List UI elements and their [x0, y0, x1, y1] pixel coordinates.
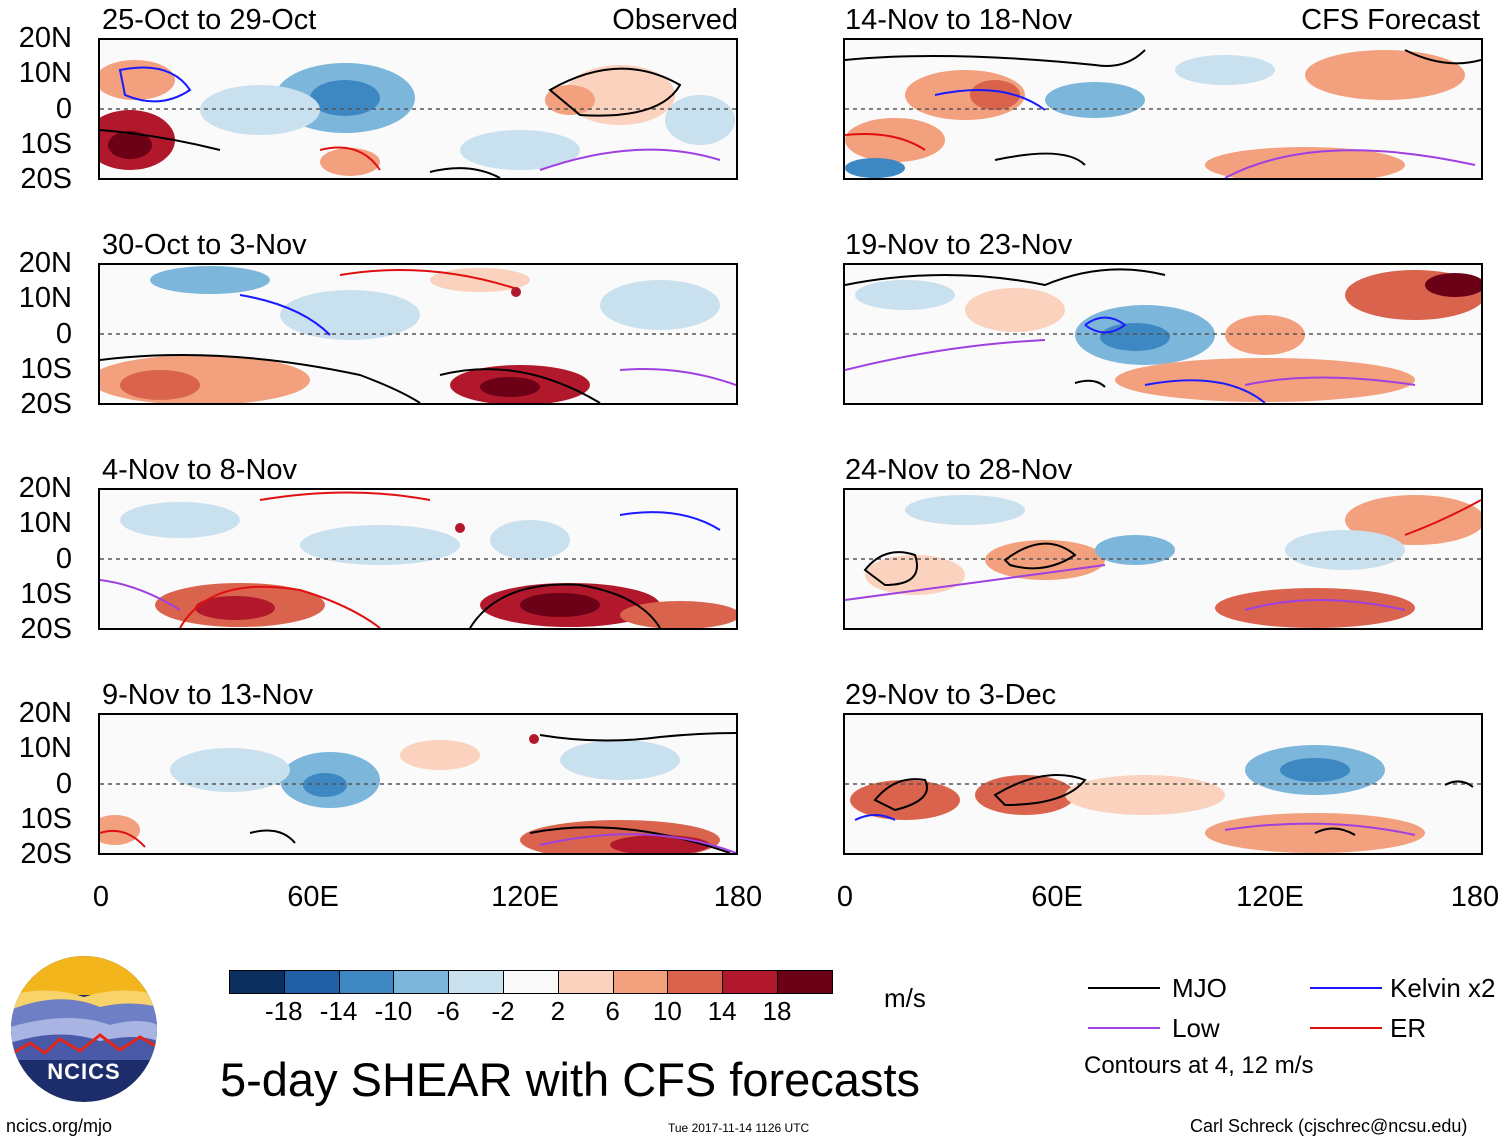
lat-tick: 20N: [18, 472, 72, 504]
lat-tick: 10S: [20, 578, 72, 610]
map-panel-observed-1: [98, 38, 738, 180]
colorbar-swatch: [503, 970, 559, 994]
map-panel-forecast-1: [843, 38, 1483, 180]
lat-tick: 20N: [18, 247, 72, 279]
lat-tick: 10N: [18, 507, 72, 539]
lat-tick: 20S: [20, 613, 72, 645]
lat-tick: 20S: [20, 163, 72, 195]
lon-tick: 60E: [287, 881, 339, 913]
lon-tick: 0: [92, 881, 110, 913]
colorbar-swatch: [667, 970, 724, 994]
footer-credit: Carl Schreck (cjschrec@ncsu.edu): [1190, 1116, 1468, 1136]
colorbar-swatch: [393, 970, 450, 994]
legend-note: Contours at 4, 12 m/s: [1084, 1052, 1314, 1079]
colorbar-swatch: [338, 970, 395, 994]
colorbar-label: -14: [319, 996, 358, 1026]
colorbar-label: 14: [707, 996, 737, 1026]
panel-title-right-2: 19-Nov to 23-Nov: [845, 229, 1073, 261]
footer-timestamp: Tue 2017-11-14 1126 UTC: [668, 1121, 810, 1135]
lat-tick: 0: [55, 318, 72, 350]
lat-tick: 10S: [20, 803, 72, 835]
colorbar-swatch: [777, 970, 833, 994]
lat-tick: 10N: [18, 282, 72, 314]
panel-title-left-4: 9-Nov to 13-Nov: [102, 679, 314, 711]
colorbar-label: -6: [436, 996, 460, 1026]
map-panel-forecast-2: [843, 263, 1483, 405]
lat-tick: 0: [55, 93, 72, 125]
lat-tick: 20N: [18, 697, 72, 729]
colorbar-label: -10: [374, 996, 413, 1026]
colorbar-swatch: [557, 970, 614, 994]
legend-label-kelvin: Kelvin x2: [1390, 973, 1496, 1003]
map-panel-observed-2: [98, 263, 738, 405]
colorbar-label: -2: [491, 996, 515, 1026]
panel-title-right-3: 24-Nov to 28-Nov: [845, 454, 1073, 486]
legend-line-mjo: [1088, 987, 1160, 989]
legend-label-low: Low: [1172, 1013, 1220, 1043]
footer-url[interactable]: ncics.org/mjo: [6, 1116, 113, 1136]
lat-tick: 0: [55, 768, 72, 800]
map-panel-forecast-4: [843, 713, 1483, 855]
figure-title: 5-day SHEAR with CFS forecasts: [220, 1053, 920, 1106]
panel-title-left-2: 30-Oct to 3-Nov: [102, 229, 307, 261]
lon-tick: 60E: [1031, 881, 1083, 913]
panel-title-right-1: 14-Nov to 18-Nov: [845, 4, 1073, 36]
colorbar-swatch: [229, 970, 285, 994]
panel-title-left-1: 25-Oct to 29-Oct: [102, 4, 317, 36]
panel-title-left-3: 4-Nov to 8-Nov: [102, 454, 298, 486]
colorbar-swatch: [448, 970, 504, 994]
map-panel-observed-3: [98, 488, 738, 630]
legend-label-er: ER: [1390, 1013, 1427, 1043]
lat-tick: 10N: [18, 57, 72, 89]
legend-line-low: [1088, 1027, 1160, 1029]
colorbar-label: 10: [652, 996, 682, 1026]
ncics-logo: NCICS: [10, 955, 158, 1103]
observed-label: Observed: [612, 4, 738, 36]
logo-text: NCICS: [47, 1059, 120, 1084]
colorbar-label: 6: [605, 996, 620, 1026]
panel-title-right-4: 29-Nov to 3-Dec: [845, 679, 1057, 711]
legend-line-kelvin: [1310, 987, 1382, 989]
lon-tick: 0: [836, 881, 854, 913]
colorbar-swatch: [283, 970, 340, 994]
legend-line-er: [1310, 1027, 1382, 1029]
lat-tick: 0: [55, 543, 72, 575]
colorbar-swatch: [612, 970, 669, 994]
colorbar-swatch: [722, 970, 778, 994]
lat-tick: 10S: [20, 128, 72, 160]
colorbar-label: 2: [550, 996, 566, 1026]
colorbar-label: 18: [762, 996, 792, 1026]
lat-tick: 10S: [20, 353, 72, 385]
lon-tick: 120E: [1236, 881, 1304, 913]
map-panel-forecast-3: [843, 488, 1483, 630]
map-panel-observed-4: [98, 713, 738, 855]
colorbar-unit: m/s: [884, 983, 926, 1013]
forecast-label: CFS Forecast: [1301, 4, 1480, 36]
lat-tick: 10N: [18, 732, 72, 764]
lat-tick: 20S: [20, 388, 72, 420]
lon-tick: 180: [1450, 881, 1500, 913]
legend-label-mjo: MJO: [1172, 973, 1227, 1003]
lat-tick: 20S: [20, 838, 72, 870]
lat-tick: 20N: [18, 22, 72, 54]
lon-tick: 180: [713, 881, 763, 913]
lon-tick: 120E: [491, 881, 559, 913]
colorbar-label: -18: [265, 996, 303, 1026]
